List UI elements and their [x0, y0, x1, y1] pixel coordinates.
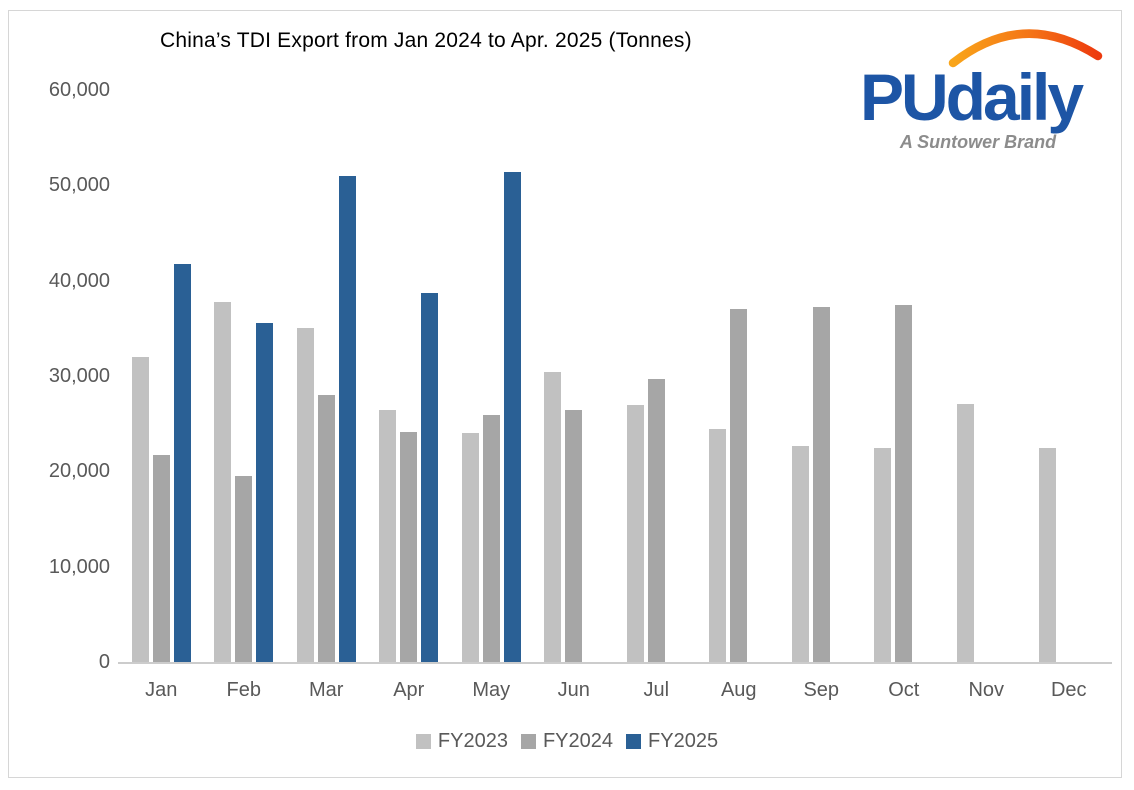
bar-fy2023-jul — [626, 404, 644, 662]
bar-fy2025-apr — [421, 293, 439, 662]
y-tick-label-20000: 20,000 — [48, 460, 110, 483]
bar-fy2023-mar — [296, 328, 314, 662]
x-axis-label-jan: Jan — [145, 679, 178, 701]
bar-fy2023-nov — [956, 403, 974, 662]
bar-fy2025-feb — [256, 322, 274, 662]
brand-tagline: A Suntower Brand — [899, 132, 1057, 152]
x-axis-label-sep: Sep — [803, 679, 840, 701]
chart-title: China’s TDI Export from Jan 2024 to Apr.… — [160, 29, 692, 52]
brand-text: PUdaily — [860, 60, 1084, 134]
y-tick-label-60000: 60,000 — [48, 79, 110, 101]
legend-label-fy2023: FY2023 — [437, 730, 508, 752]
logo-arc-icon — [948, 29, 1103, 68]
x-axis-label-apr: Apr — [393, 679, 425, 701]
bar-fy2024-sep — [812, 307, 830, 662]
legend-item-fy2023: FY2023 — [415, 730, 508, 753]
legend-item-fy2024: FY2024 — [520, 730, 614, 753]
y-tick-label-10000: 10,000 — [48, 555, 110, 578]
y-tick-label-30000: 30,000 — [48, 365, 110, 387]
legend-swatch-fy2025 — [626, 734, 642, 749]
bar-fy2024-jun — [565, 410, 583, 662]
bar-fy2023-jan — [131, 356, 149, 662]
bar-fy2023-may — [461, 433, 479, 662]
x-axis-label-jun: Jun — [557, 679, 590, 701]
bar-fy2025-may — [503, 171, 521, 662]
bar-fy2023-jun — [544, 372, 562, 662]
bar-fy2024-jan — [152, 455, 170, 662]
bar-fy2024-apr — [400, 432, 418, 662]
x-axis-label-feb: Feb — [226, 679, 261, 701]
x-axis-label-dec: Dec — [1050, 679, 1087, 701]
y-tick-label-40000: 40,000 — [48, 269, 110, 292]
bar-fy2023-apr — [379, 410, 397, 662]
bar-fy2024-jul — [647, 378, 665, 662]
bar-fy2023-sep — [791, 445, 809, 662]
y-tick-label-0: 0 — [98, 651, 110, 673]
bar-fy2024-oct — [895, 304, 913, 662]
legend: FY2023 FY2024 FY2025 — [0, 730, 1134, 753]
x-axis-label-may: May — [472, 679, 511, 701]
bar-fy2024-mar — [317, 395, 335, 662]
bar-fy2025-mar — [338, 175, 356, 662]
bar-fy2025-jan — [173, 264, 191, 662]
x-axis-label-mar: Mar — [309, 679, 344, 701]
bar-fy2023-feb — [214, 301, 232, 662]
legend-swatch-fy2023 — [415, 734, 431, 749]
bar-fy2023-aug — [709, 429, 727, 662]
x-axis-label-aug: Aug — [720, 679, 757, 701]
bar-fy2024-feb — [235, 476, 253, 662]
bar-fy2023-dec — [1039, 448, 1057, 662]
bar-fy2023-oct — [874, 447, 892, 662]
x-axis-label-jul: Jul — [643, 679, 670, 701]
y-tick-label-50000: 50,000 — [48, 174, 110, 197]
x-axis-label-oct: Oct — [888, 679, 920, 701]
legend-item-fy2025: FY2025 — [626, 730, 718, 753]
bar-fy2024-aug — [730, 309, 748, 662]
legend-swatch-fy2024 — [520, 734, 536, 749]
legend-label-fy2025: FY2025 — [648, 730, 719, 752]
bar-fy2024-may — [482, 415, 500, 662]
x-axis-line — [118, 662, 1112, 664]
pudaily-logo: PUdaily A Suntower Brand — [858, 24, 1126, 164]
legend-label-fy2024: FY2024 — [542, 730, 614, 752]
x-axis-label-nov: Nov — [968, 679, 1005, 701]
